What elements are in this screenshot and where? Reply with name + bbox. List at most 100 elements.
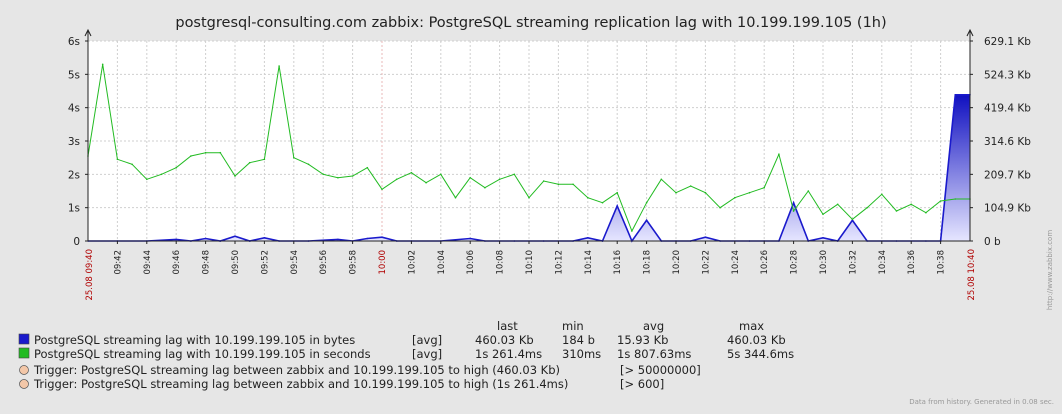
seconds-data-point bbox=[454, 196, 457, 199]
bytes-data-point bbox=[337, 238, 339, 241]
right-tick-label: 314.6 Kb bbox=[984, 136, 1031, 148]
legend-last: 460.03 Kb bbox=[475, 333, 534, 347]
bytes-data-point bbox=[704, 236, 707, 238]
right-axis-arrow bbox=[966, 28, 974, 37]
seconds-data-point bbox=[792, 210, 795, 212]
legend-header: max bbox=[739, 319, 764, 333]
chart-title: postgresql-consulting.com zabbix: Postgr… bbox=[175, 15, 886, 31]
bytes-data-point bbox=[204, 237, 207, 240]
seconds-data-point bbox=[925, 211, 927, 214]
bytes-data-point bbox=[234, 235, 236, 237]
x-tick-label: 10:32 bbox=[848, 250, 858, 275]
series-layer bbox=[87, 63, 971, 243]
x-tick-label: 10:22 bbox=[701, 250, 711, 275]
legend-max: 460.03 Kb bbox=[727, 333, 786, 347]
seconds-data-point bbox=[866, 206, 868, 209]
seconds-data-point bbox=[660, 178, 663, 181]
legend: last min avg max PostgreSQL streaming lag wi… bbox=[18, 319, 794, 391]
seconds-data-point bbox=[322, 173, 325, 176]
x-tick-label: 10:14 bbox=[584, 250, 594, 275]
bytes-data-point bbox=[263, 237, 266, 239]
seconds-data-point bbox=[542, 180, 545, 182]
seconds-data-point bbox=[175, 166, 177, 169]
bytes-data-point bbox=[616, 205, 618, 207]
seconds-data-point bbox=[337, 176, 339, 179]
left-tick-label: 6s bbox=[68, 36, 80, 48]
seconds-data-point bbox=[822, 213, 824, 216]
seconds-data-point bbox=[528, 196, 530, 199]
seconds-data-point bbox=[263, 158, 266, 161]
seconds-data-point bbox=[734, 196, 736, 199]
x-tick-label: 10:16 bbox=[613, 250, 623, 275]
seconds-data-point bbox=[278, 65, 280, 67]
seconds-data-point bbox=[557, 183, 560, 186]
legend-swatch bbox=[18, 333, 30, 345]
seconds-data-point bbox=[836, 203, 839, 206]
left-tick-label: 1s bbox=[68, 203, 80, 215]
seconds-data-point bbox=[939, 200, 942, 202]
seconds-data-point bbox=[675, 191, 677, 194]
seconds-data-point bbox=[587, 196, 589, 199]
trigger-label: Trigger: PostgreSQL streaming lag betwee… bbox=[33, 363, 560, 377]
axes: 0 0 b 1s 104.9 Kb 2s 209.7 Kb 3s 314.6 Kb 4s 419.… bbox=[68, 28, 1031, 301]
x-tick-label: 10:12 bbox=[554, 250, 564, 275]
seconds-data-point bbox=[410, 171, 413, 174]
legend-func: [avg] bbox=[412, 333, 442, 347]
legend-last: 1s 261.4ms bbox=[475, 347, 542, 361]
x-tick-label: 10:30 bbox=[819, 250, 829, 275]
seconds-data-point bbox=[234, 175, 236, 177]
seconds-data-point bbox=[440, 173, 442, 176]
footer-note: Data from history. Generated in 0.08 sec… bbox=[909, 398, 1054, 406]
legend-header: min bbox=[562, 319, 584, 333]
bytes-data-point bbox=[792, 202, 795, 204]
seconds-data-point bbox=[719, 206, 721, 209]
x-tick-label: 10:18 bbox=[643, 250, 653, 275]
seconds-data-point bbox=[131, 163, 133, 166]
seconds-data-point bbox=[778, 153, 780, 156]
legend-max: 5s 344.6ms bbox=[727, 347, 794, 361]
seconds-data-point bbox=[366, 166, 369, 169]
bytes-data-point bbox=[587, 237, 589, 239]
left-axis-arrow bbox=[84, 28, 92, 37]
seconds-data-point bbox=[395, 178, 398, 181]
bytes-data-point bbox=[175, 238, 177, 241]
seconds-data-point bbox=[116, 158, 119, 161]
bytes-data-point bbox=[645, 219, 648, 222]
x-tick-label: 10:38 bbox=[937, 250, 947, 275]
left-tick-label: 0 bbox=[73, 236, 80, 248]
x-tick-label: 10:28 bbox=[790, 250, 800, 275]
seconds-data-point bbox=[572, 183, 574, 186]
legend-label: PostgreSQL streaming lag with 10.199.199… bbox=[34, 347, 371, 361]
x-tick-label: 10:06 bbox=[466, 250, 476, 275]
seconds-data-point bbox=[219, 151, 222, 154]
bytes-series-line bbox=[88, 94, 970, 243]
legend-header: last bbox=[497, 319, 518, 333]
x-tick-label: 10:04 bbox=[437, 250, 447, 275]
seconds-data-point bbox=[101, 63, 104, 66]
seconds-data-point bbox=[954, 198, 957, 200]
bytes-data-point bbox=[381, 236, 383, 238]
seconds-data-point bbox=[146, 178, 148, 181]
x-tick-label: 09:44 bbox=[143, 250, 153, 275]
left-tick-label: 4s bbox=[68, 103, 80, 115]
seconds-data-point bbox=[807, 190, 810, 192]
right-tick-label: 524.3 Kb bbox=[984, 69, 1031, 81]
seconds-data-point bbox=[248, 161, 251, 164]
grid-lines bbox=[88, 40, 970, 241]
legend-avg: 15.93 Kb bbox=[617, 333, 668, 347]
seconds-data-point bbox=[513, 173, 516, 176]
seconds-data-point bbox=[469, 176, 472, 179]
seconds-data-point bbox=[293, 156, 295, 159]
bytes-data-point bbox=[469, 237, 472, 240]
x-tick-label: 10:36 bbox=[907, 250, 917, 275]
x-tick-label: 10:08 bbox=[496, 250, 506, 275]
x-tick-label: 10:20 bbox=[672, 250, 682, 275]
left-tick-label: 3s bbox=[68, 136, 80, 148]
x-end-label: 25.08 10:40 bbox=[967, 249, 977, 301]
trigger-label: Trigger: PostgreSQL streaming lag betwee… bbox=[33, 377, 568, 391]
seconds-data-point bbox=[881, 193, 883, 196]
legend-header: avg bbox=[643, 319, 664, 333]
x-tick-label: 09:54 bbox=[290, 250, 300, 275]
right-tick-label: 209.7 Kb bbox=[984, 169, 1031, 181]
